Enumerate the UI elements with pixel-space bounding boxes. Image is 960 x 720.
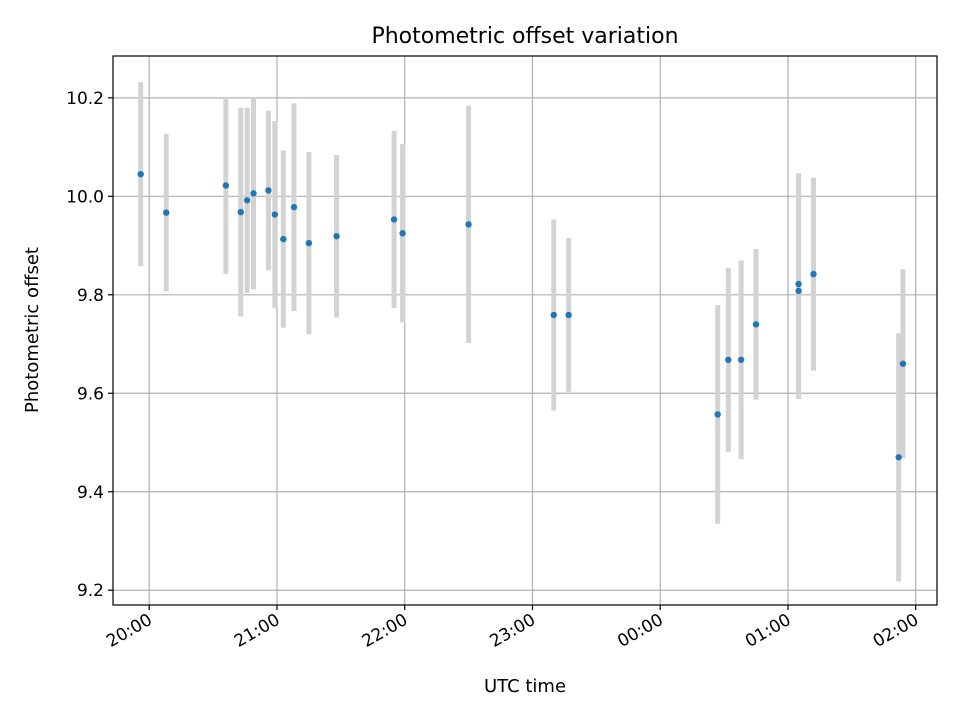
y-tick-label: 9.8 bbox=[77, 286, 104, 306]
data-point bbox=[390, 216, 398, 223]
data-point bbox=[899, 360, 907, 367]
chart-title: Photometric offset variation bbox=[371, 24, 678, 49]
data-point bbox=[222, 182, 230, 189]
data-point bbox=[725, 356, 732, 363]
data-point bbox=[565, 311, 572, 319]
data-point bbox=[465, 221, 472, 228]
data-point bbox=[399, 230, 406, 237]
data-points bbox=[137, 170, 907, 461]
data-point bbox=[305, 239, 313, 247]
data-point bbox=[810, 270, 817, 278]
data-point bbox=[137, 170, 144, 178]
x-tick-label: 21:00 bbox=[231, 610, 283, 652]
x-axis-ticks: 20:00 21:00 22:00 23:00 00:00 01:00 02:00 bbox=[103, 605, 922, 652]
data-point bbox=[250, 190, 257, 197]
y-tick-label: 10.0 bbox=[66, 187, 104, 207]
x-tick-label: 00:00 bbox=[614, 610, 666, 652]
data-point bbox=[163, 209, 170, 216]
data-point bbox=[265, 187, 272, 194]
y-axis-label: Photometric offset bbox=[22, 247, 43, 413]
y-tick-label: 9.2 bbox=[77, 581, 104, 601]
data-point bbox=[714, 411, 721, 418]
y-tick-label: 10.2 bbox=[66, 89, 104, 109]
x-tick-label: 22:00 bbox=[359, 610, 411, 652]
data-point bbox=[550, 311, 557, 319]
x-tick-label: 23:00 bbox=[487, 610, 539, 652]
error-bars bbox=[138, 82, 906, 582]
data-point bbox=[895, 454, 902, 461]
data-point bbox=[795, 280, 802, 288]
x-tick-label: 02:00 bbox=[870, 610, 922, 652]
data-point bbox=[795, 287, 802, 295]
plot-frame bbox=[112, 55, 938, 606]
data-point bbox=[237, 208, 244, 216]
x-axis-label: UTC time bbox=[484, 676, 566, 697]
data-point bbox=[290, 203, 298, 211]
y-axis-ticks: 9.2 9.4 9.6 9.8 10.0 10.2 bbox=[66, 89, 113, 601]
data-point bbox=[752, 321, 760, 328]
data-point bbox=[737, 356, 745, 363]
data-point bbox=[333, 233, 340, 240]
y-tick-label: 9.4 bbox=[77, 483, 104, 503]
data-point bbox=[271, 211, 279, 218]
data-point bbox=[243, 197, 251, 204]
data-point bbox=[280, 235, 287, 243]
x-tick-label: 01:00 bbox=[742, 610, 794, 652]
x-tick-label: 20:00 bbox=[103, 610, 155, 652]
y-tick-label: 9.6 bbox=[77, 384, 104, 404]
